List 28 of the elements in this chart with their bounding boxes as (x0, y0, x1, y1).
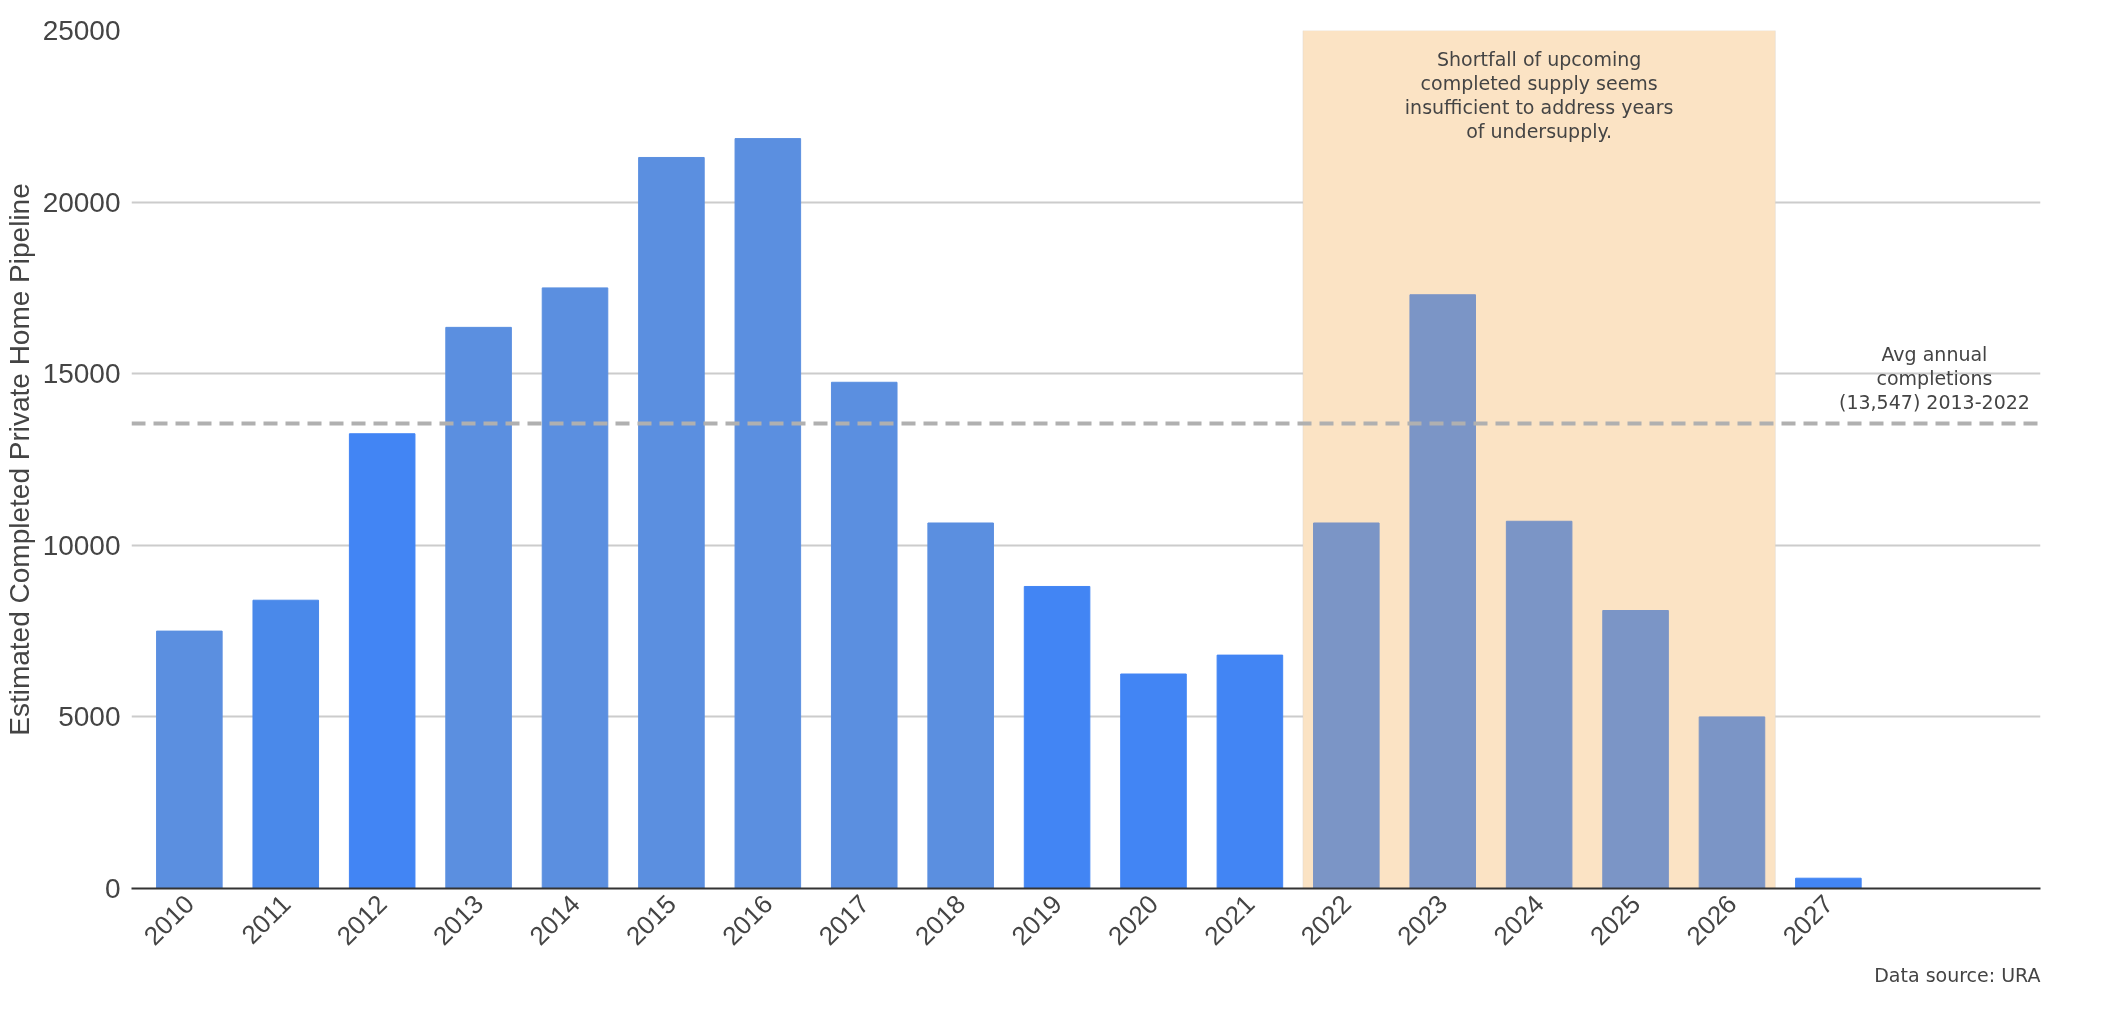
bar (252, 599, 320, 889)
bar (1313, 522, 1380, 889)
bar (1409, 294, 1477, 889)
band-label: Shortfall of upcoming completed supply seems insufficient to address years of undersupply. (1404, 47, 1674, 143)
y-axis-title: Estimated Completed Private Home Pipeline (3, 183, 35, 736)
bar (1698, 716, 1766, 889)
y-tick-label: 15000 (42, 358, 121, 390)
source-note: Data source: URA (1874, 963, 2041, 986)
bar (1120, 673, 1187, 889)
bar (638, 156, 705, 889)
bar (1216, 654, 1284, 889)
bar (1795, 877, 1862, 889)
y-tick-label: 0 (104, 873, 121, 904)
bar (541, 287, 609, 889)
bar (1505, 520, 1573, 889)
ref-line-label: Avg annual completions (13,547) 2013-2022 (1838, 342, 2030, 414)
bar (927, 522, 994, 889)
y-tick-label: 10000 (42, 529, 121, 561)
y-tick-label: 25000 (42, 15, 121, 46)
bar (1602, 610, 1669, 889)
bar (156, 630, 223, 889)
bar (830, 381, 898, 889)
bar (1023, 585, 1091, 889)
y-tick-label: 20000 (42, 186, 121, 218)
bar (734, 138, 802, 889)
bar (445, 326, 512, 889)
y-tick-label: 5000 (58, 701, 121, 733)
bar (348, 433, 416, 889)
